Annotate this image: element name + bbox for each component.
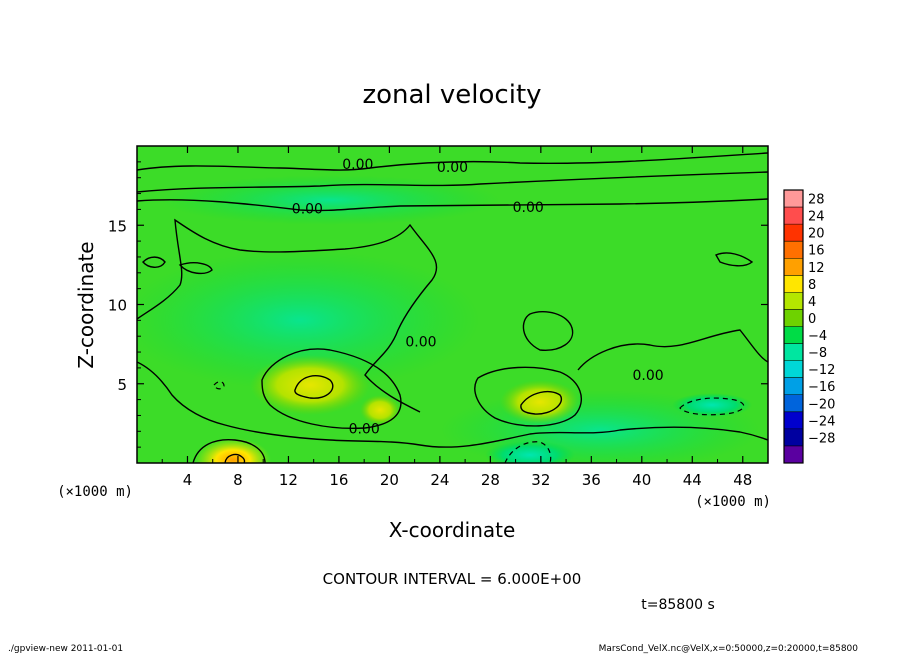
x-tick-label: 28 bbox=[481, 471, 500, 489]
colorbar-label: −8 bbox=[808, 346, 827, 361]
contour-line bbox=[137, 152, 768, 171]
colorbar-segment bbox=[784, 258, 803, 276]
colorbar-segment bbox=[784, 411, 803, 430]
colorbar-label: −24 bbox=[808, 414, 835, 429]
negative-contour bbox=[679, 397, 745, 416]
chart-title: zonal velocity bbox=[362, 80, 541, 110]
contour-label: 0.00 bbox=[633, 368, 664, 384]
colorbar-label: 8 bbox=[808, 278, 816, 293]
colorbar-label: −28 bbox=[808, 431, 835, 446]
colorbar-segment bbox=[784, 207, 803, 225]
contour-line bbox=[520, 390, 563, 415]
x-tick-label: 8 bbox=[233, 471, 243, 489]
contour-line bbox=[261, 348, 402, 430]
x-tick-label: 20 bbox=[380, 471, 399, 489]
contour-label: 0.00 bbox=[437, 160, 468, 176]
colorbar-segment bbox=[784, 377, 803, 396]
colorbar-label: 16 bbox=[808, 244, 825, 259]
x-tick-label: 16 bbox=[329, 471, 348, 489]
x-tick-label: 12 bbox=[279, 471, 298, 489]
contour-label: 0.00 bbox=[349, 422, 380, 438]
contour-line bbox=[137, 218, 438, 413]
colorbar-segment bbox=[784, 292, 803, 310]
contour-line bbox=[142, 256, 166, 268]
negative-contour bbox=[504, 441, 552, 463]
colorbar-label: −20 bbox=[808, 397, 835, 412]
field-patch bbox=[160, 175, 500, 225]
contour-line bbox=[294, 374, 334, 399]
plot-area: 0.00 0.00 0.00 0.00 0.00 0.00 0.00 bbox=[137, 146, 768, 463]
contour-line bbox=[577, 329, 768, 371]
x-tick-label: 24 bbox=[430, 471, 449, 489]
contour-line bbox=[522, 310, 574, 351]
y-tick-label: 10 bbox=[108, 297, 127, 315]
x-axis-label: X-coordinate bbox=[389, 518, 516, 542]
y-tick-label: 15 bbox=[108, 217, 127, 235]
contour-label: 0.00 bbox=[405, 335, 436, 351]
colorbar-label: −16 bbox=[808, 380, 835, 395]
y-unit-label: (×1000 m) bbox=[57, 484, 133, 500]
x-tick-label: 44 bbox=[683, 471, 702, 489]
x-tick-label: 40 bbox=[632, 471, 651, 489]
colorbar-segment bbox=[784, 309, 803, 327]
contour-line bbox=[137, 361, 768, 448]
colorbar-label: 4 bbox=[808, 295, 816, 310]
contour-line bbox=[178, 262, 213, 275]
contour-labels: 0.00 0.00 0.00 0.00 0.00 0.00 0.00 bbox=[292, 157, 664, 438]
colorbar-label: 28 bbox=[808, 193, 825, 208]
contour-line bbox=[137, 198, 768, 212]
colorbar-segment bbox=[784, 190, 803, 208]
y-axis: 5 10 15 bbox=[108, 161, 768, 448]
contour-lines bbox=[137, 152, 768, 463]
x-unit-label: (×1000 m) bbox=[695, 494, 771, 510]
contour-line bbox=[192, 438, 266, 463]
x-tick-label: 36 bbox=[582, 471, 601, 489]
x-tick-label: 4 bbox=[183, 471, 193, 489]
colorbar-segment bbox=[784, 241, 803, 259]
colorbar-segment bbox=[784, 326, 803, 345]
contour-interval-text: CONTOUR INTERVAL = 6.000E+00 bbox=[323, 570, 582, 588]
colorbar-segment bbox=[784, 360, 803, 379]
colorbar-label: 0 bbox=[808, 312, 816, 327]
y-tick-label: 5 bbox=[117, 376, 127, 394]
y-axis-label: Z-coordinate bbox=[74, 241, 98, 368]
negative-core bbox=[672, 393, 752, 417]
colorbar: 28 24 20 16 12 8 4 0 −4 −8 −12 −16 −20 −24 −28 bbox=[783, 189, 835, 464]
contour-label: 0.00 bbox=[513, 200, 544, 216]
contour-label: 0.00 bbox=[342, 157, 373, 173]
colorbar-label: −4 bbox=[808, 329, 827, 344]
field-patch bbox=[137, 250, 480, 390]
contour-label: 0.00 bbox=[292, 201, 323, 217]
colorbar-segment bbox=[784, 394, 803, 413]
positive-core bbox=[360, 395, 400, 425]
colorbar-label: 12 bbox=[808, 261, 825, 276]
colorbar-label: −12 bbox=[808, 363, 835, 378]
positive-core bbox=[250, 355, 370, 415]
negative-core bbox=[485, 441, 575, 463]
colorbar-segment bbox=[784, 428, 803, 447]
negative-contour-lines bbox=[213, 381, 745, 463]
colorbar-segment bbox=[784, 445, 803, 464]
colorbar-segment bbox=[784, 275, 803, 293]
time-label: t=85800 s bbox=[641, 597, 715, 613]
footer-left: ./gpview-new 2011-01-01 bbox=[8, 644, 123, 654]
contour-line bbox=[474, 366, 582, 427]
x-tick-label: 32 bbox=[531, 471, 550, 489]
contour-line bbox=[137, 171, 768, 193]
colorbar-segment bbox=[784, 343, 803, 362]
x-tick-label: 48 bbox=[733, 471, 752, 489]
colorbar-label: 24 bbox=[808, 210, 825, 225]
positive-core bbox=[500, 380, 580, 424]
negative-contour bbox=[213, 381, 225, 390]
x-axis: 4 8 12 16 20 24 28 32 36 40 44 48 bbox=[161, 146, 752, 489]
colorbar-label: 20 bbox=[808, 227, 825, 242]
footer-right: MarsCond_VelX.nc@VelX,x=0:50000,z=0:2000… bbox=[599, 644, 859, 654]
contour-line bbox=[714, 252, 754, 267]
colorbar-segment bbox=[784, 224, 803, 242]
